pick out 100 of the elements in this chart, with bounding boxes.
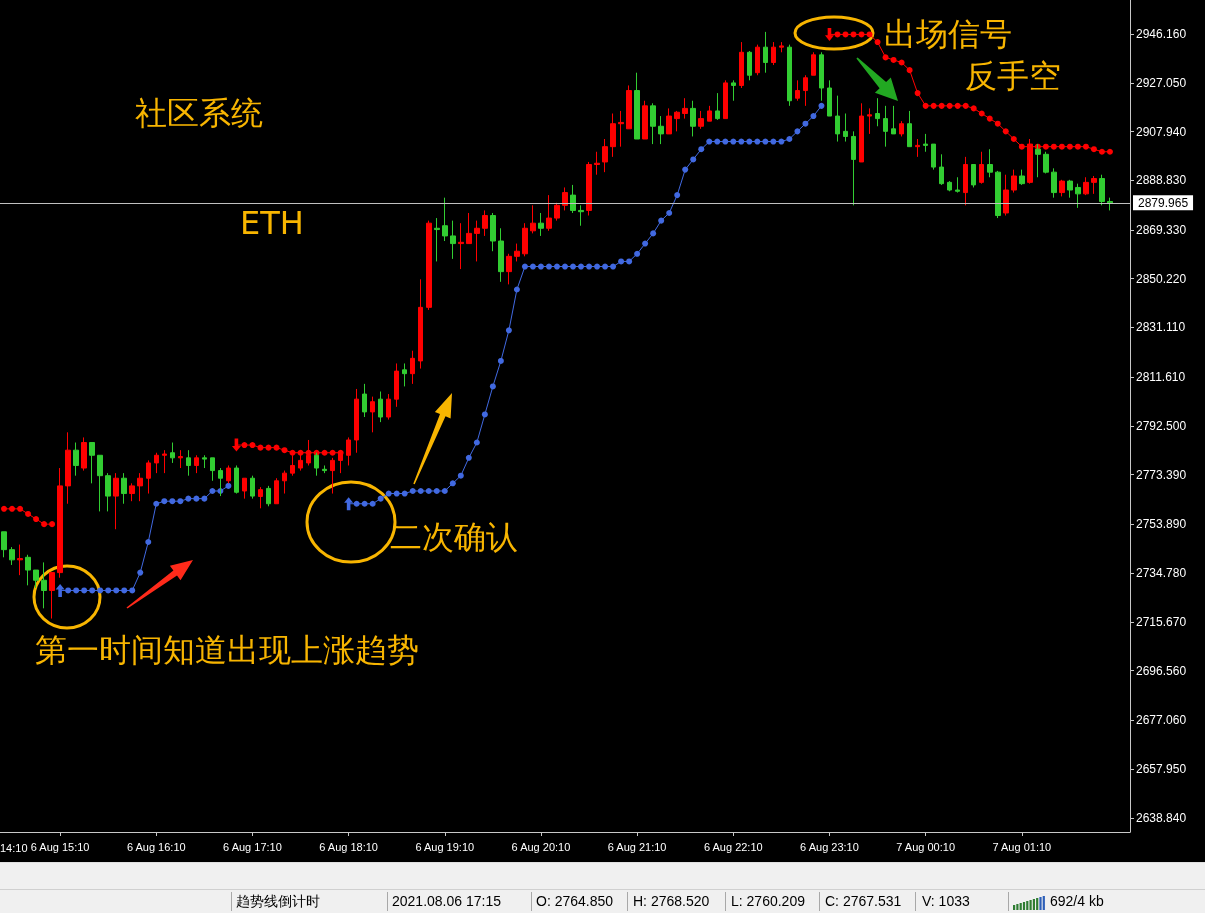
point bbox=[1042, 143, 1049, 150]
y-tick-label: 2773.390 bbox=[1136, 467, 1187, 482]
candlestick bbox=[129, 482, 135, 502]
candlestick bbox=[1107, 197, 1113, 211]
candlestick bbox=[658, 115, 664, 145]
point bbox=[25, 510, 32, 517]
candlestick bbox=[971, 164, 976, 188]
candlestick bbox=[506, 253, 512, 285]
point bbox=[17, 505, 24, 512]
point bbox=[1066, 143, 1073, 150]
candlestick bbox=[891, 105, 896, 135]
y-tick-label: 2677.060 bbox=[1136, 713, 1187, 728]
point bbox=[938, 102, 945, 109]
candlestick bbox=[1003, 174, 1009, 217]
point bbox=[1058, 143, 1065, 150]
candlestick bbox=[562, 186, 568, 211]
point bbox=[249, 442, 256, 449]
candlestick bbox=[1051, 167, 1057, 199]
candlestick bbox=[9, 546, 15, 566]
candlestick bbox=[546, 194, 552, 232]
annotation: 二次确认 bbox=[390, 518, 518, 556]
candlestick bbox=[1043, 151, 1049, 174]
candlestick bbox=[97, 454, 103, 512]
candlestick bbox=[739, 41, 744, 89]
y-tick-label: 2907.940 bbox=[1136, 124, 1187, 139]
y-tick-label: 2696.560 bbox=[1136, 663, 1187, 678]
candlestick bbox=[851, 130, 856, 206]
candlestick bbox=[755, 44, 760, 76]
point bbox=[946, 102, 953, 109]
candlestick bbox=[578, 204, 584, 227]
y-tick-label: 2831.110 bbox=[1136, 320, 1186, 335]
candlestick bbox=[33, 569, 39, 589]
candlestick bbox=[274, 477, 279, 505]
candlestick bbox=[915, 138, 920, 158]
candlestick bbox=[819, 51, 824, 102]
text: H: 2768.520 bbox=[633, 893, 710, 909]
text: 692/4 kb bbox=[1050, 893, 1104, 909]
candlestick bbox=[666, 107, 672, 135]
x-tick-label: 6 Aug 19:10 bbox=[415, 840, 475, 853]
candlestick bbox=[210, 457, 215, 482]
candlestick bbox=[322, 464, 327, 474]
candlestick bbox=[146, 459, 151, 495]
candlestick bbox=[1019, 169, 1025, 186]
candlestick bbox=[787, 44, 792, 107]
candlestick bbox=[522, 222, 528, 257]
annotation: 出场信号 bbox=[884, 15, 1012, 53]
candlestick bbox=[1075, 183, 1081, 209]
y-tick-label: 2753.890 bbox=[1136, 517, 1187, 532]
candlestick bbox=[1059, 179, 1065, 197]
candlestick bbox=[386, 393, 391, 421]
candlestick bbox=[105, 472, 111, 512]
y-tick-label: 2927.050 bbox=[1136, 75, 1187, 90]
candlestick bbox=[811, 51, 816, 76]
point bbox=[858, 31, 865, 38]
point bbox=[898, 59, 905, 66]
x-tick-label: 6 Aug 16:10 bbox=[126, 840, 186, 853]
candlestick bbox=[514, 243, 520, 262]
x-tick-label: 6 Aug 15:10 bbox=[30, 840, 90, 853]
point bbox=[1010, 136, 1017, 143]
point bbox=[1074, 143, 1081, 150]
candlestick bbox=[89, 442, 95, 484]
y-tick-label: 2792.500 bbox=[1136, 418, 1187, 433]
candlestick bbox=[154, 452, 159, 474]
candlestick bbox=[747, 50, 752, 81]
candlestick bbox=[434, 217, 440, 262]
y-tick-label: 2657.950 bbox=[1136, 762, 1187, 777]
candlestick bbox=[530, 204, 536, 234]
point bbox=[41, 521, 48, 528]
point bbox=[1018, 143, 1025, 150]
ref-line-label: 2879.965 bbox=[1138, 195, 1189, 210]
candlestick bbox=[795, 79, 800, 102]
x-tick-label: 6 Aug 22:10 bbox=[703, 840, 763, 853]
candlestick bbox=[923, 133, 928, 153]
candlestick bbox=[570, 184, 576, 214]
x-tick-label: 6 Aug 20:10 bbox=[511, 840, 571, 853]
candlestick bbox=[1099, 174, 1105, 206]
point bbox=[930, 102, 937, 109]
point bbox=[874, 39, 881, 46]
candlestick bbox=[715, 92, 720, 121]
y-tick-label: 2811.610 bbox=[1136, 370, 1186, 385]
candlestick bbox=[250, 475, 255, 500]
candlestick bbox=[650, 102, 656, 145]
candlestick bbox=[618, 110, 624, 148]
y-tick-label: 2734.780 bbox=[1136, 566, 1187, 581]
candlestick bbox=[987, 148, 993, 178]
y-tick-label: 2850.220 bbox=[1136, 271, 1187, 286]
point bbox=[882, 54, 889, 61]
point bbox=[9, 505, 16, 512]
candlestick bbox=[57, 467, 63, 579]
point bbox=[834, 31, 841, 38]
point bbox=[906, 67, 913, 74]
candlestick bbox=[859, 102, 864, 163]
candlestick bbox=[162, 449, 167, 474]
candlestick bbox=[354, 388, 359, 454]
candlestick bbox=[1011, 169, 1017, 194]
point bbox=[962, 102, 969, 109]
candlestick bbox=[602, 138, 608, 173]
point bbox=[970, 105, 977, 112]
candlestick bbox=[362, 383, 367, 418]
candlestick bbox=[65, 431, 71, 505]
